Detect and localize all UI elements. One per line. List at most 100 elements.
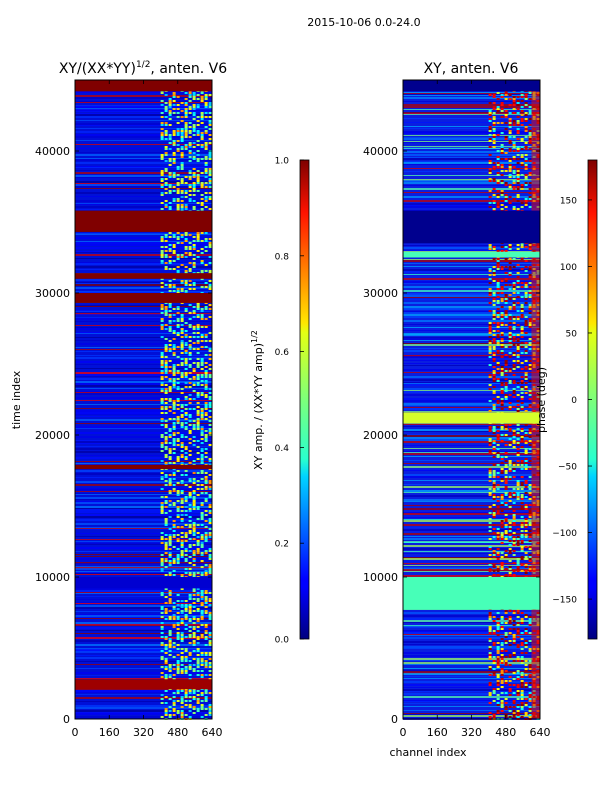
heatmap-cell — [496, 484, 500, 486]
heatmap-cell — [196, 94, 200, 96]
heatmap-cell — [200, 286, 204, 288]
heatmap-cell — [192, 246, 196, 248]
heatmap-cell — [500, 638, 504, 640]
heatmap-cell — [496, 568, 500, 570]
heatmap-row — [403, 259, 540, 260]
heatmap-cell — [168, 618, 172, 620]
heatmap-cell — [196, 630, 200, 632]
heatmap-cell — [164, 138, 168, 140]
heatmap-cell — [188, 254, 192, 256]
heatmap-cell — [188, 130, 192, 132]
heatmap-cell — [504, 370, 508, 372]
heatmap-cell — [200, 674, 204, 676]
heatmap-cell — [208, 244, 212, 246]
heatmap-cell — [180, 422, 184, 424]
heatmap-cell — [512, 316, 516, 318]
heatmap-cell — [168, 158, 172, 160]
heatmap-cell — [172, 710, 176, 712]
heatmap-cell — [208, 664, 212, 666]
heatmap-cell — [204, 538, 208, 540]
heatmap-cell — [520, 502, 524, 504]
heatmap-cell — [168, 554, 172, 556]
heatmap-cell — [496, 438, 500, 440]
heatmap-cell — [200, 552, 204, 554]
heatmap-cell — [192, 426, 196, 428]
heatmap-cell — [524, 464, 528, 466]
heatmap-cell — [180, 696, 184, 698]
heatmap-cell — [492, 108, 496, 110]
heatmap-row — [75, 154, 212, 156]
heatmap-cell — [500, 374, 504, 376]
heatmap-cell — [488, 326, 492, 328]
heatmap-row — [75, 283, 212, 284]
heatmap-cell — [520, 638, 524, 640]
heatmap-cell — [492, 166, 496, 168]
heatmap-cell — [516, 338, 520, 340]
heatmap-cell — [512, 172, 516, 174]
heatmap-row — [403, 529, 540, 531]
heatmap-cell — [512, 700, 516, 702]
heatmap-cell — [168, 670, 172, 672]
heatmap-cell — [172, 656, 176, 658]
heatmap-cell — [504, 622, 508, 624]
heatmap-cell — [504, 272, 508, 274]
heatmap-cell — [496, 512, 500, 514]
heatmap-cell — [176, 510, 180, 512]
heatmap-cell — [200, 336, 204, 338]
heatmap-row — [403, 480, 540, 481]
heatmap-cell — [208, 512, 212, 514]
heatmap-cell — [204, 206, 208, 208]
heatmap-cell — [180, 672, 184, 674]
heatmap-cell — [528, 554, 532, 556]
heatmap-row — [75, 678, 212, 679]
heatmap-cell — [196, 314, 200, 316]
heatmap-cell — [516, 130, 520, 132]
heatmap-row — [403, 299, 540, 300]
heatmap-cell — [176, 560, 180, 562]
heatmap-cell — [496, 662, 500, 664]
heatmap-cell — [196, 178, 200, 180]
heatmap-cell — [168, 646, 172, 648]
heatmap-cell — [496, 344, 500, 346]
heatmap-cell — [512, 98, 516, 100]
heatmap-cell — [180, 652, 184, 654]
heatmap-cell — [168, 540, 172, 542]
heatmap-cell — [524, 284, 528, 286]
heatmap-row — [403, 484, 540, 485]
heatmap-cell — [172, 614, 176, 616]
heatmap-cell — [508, 644, 512, 646]
heatmap-cell — [204, 408, 208, 410]
heatmap-cell — [508, 710, 512, 712]
heatmap-row — [75, 200, 212, 202]
heatmap-cell — [516, 544, 520, 546]
heatmap-cell — [528, 616, 532, 618]
heatmap-cell — [160, 178, 164, 180]
heatmap-cell — [168, 528, 172, 530]
heatmap-cell — [488, 128, 492, 130]
heatmap-cell — [184, 112, 188, 114]
heatmap-cell — [200, 380, 204, 382]
heatmap-cell — [204, 404, 208, 406]
heatmap-cell — [508, 334, 512, 336]
heatmap-cell — [208, 598, 212, 600]
heatmap-cell — [164, 544, 168, 546]
heatmap-row — [75, 414, 212, 415]
heatmap-cell — [528, 494, 532, 496]
heatmap-cell — [520, 246, 524, 248]
heatmap-cell — [488, 328, 492, 330]
heatmap-row — [75, 451, 212, 453]
heatmap-cell — [524, 644, 528, 646]
heatmap-cell — [496, 650, 500, 652]
heatmap-cell — [200, 534, 204, 536]
heatmap-cell — [528, 324, 532, 326]
heatmap-cell — [528, 290, 532, 292]
heatmap-cell — [200, 472, 204, 474]
heatmap-cell — [508, 318, 512, 320]
heatmap-cell — [492, 488, 496, 490]
heatmap-cell — [176, 670, 180, 672]
heatmap-cell — [160, 406, 164, 408]
heatmap-cell — [492, 494, 496, 496]
heatmap-cell — [524, 114, 528, 116]
heatmap-cell — [208, 256, 212, 258]
heatmap-cell — [192, 158, 196, 160]
